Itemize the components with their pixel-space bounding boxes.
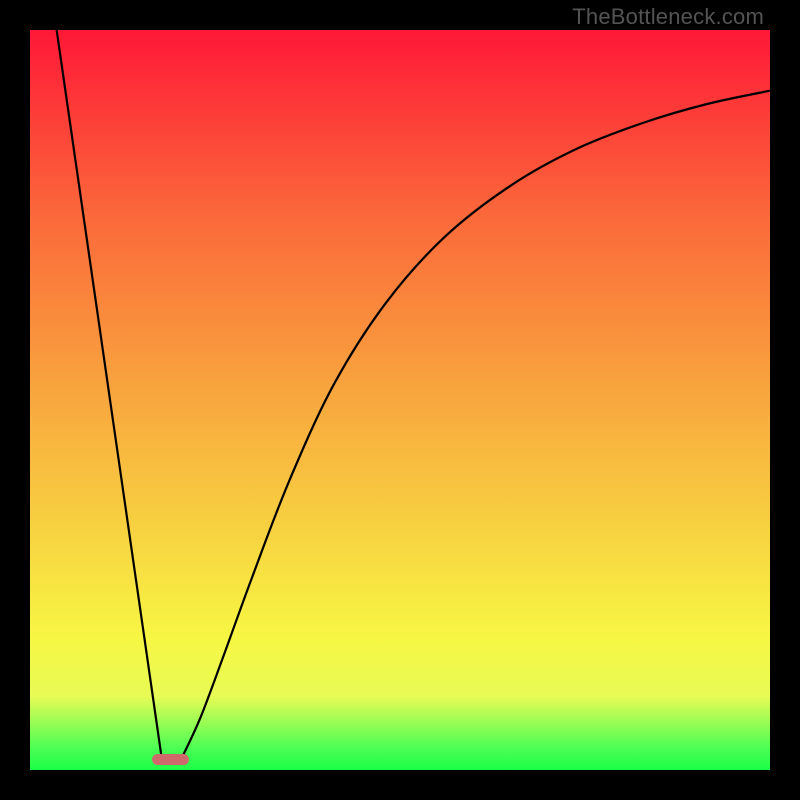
right-asymptote-stroke [182, 91, 770, 758]
watermark-text: TheBottleneck.com [572, 4, 764, 30]
plot-area [30, 30, 770, 770]
trough-marker [152, 754, 189, 764]
chart-frame: TheBottleneck.com [0, 0, 800, 800]
left-v-stroke [57, 30, 162, 758]
curve-layer [30, 30, 770, 770]
